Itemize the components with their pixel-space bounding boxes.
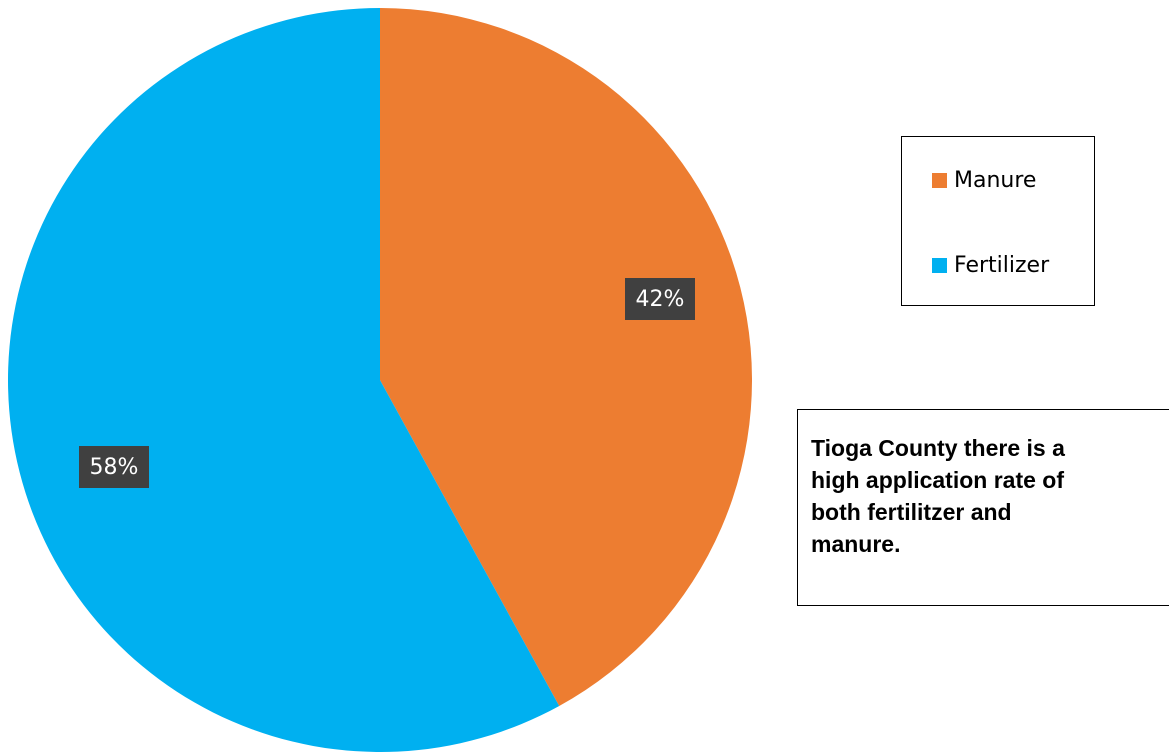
legend-swatch-manure (932, 172, 947, 188)
data-label-fertilizer: 58% (79, 446, 149, 488)
legend-item-manure: Manure (932, 165, 1036, 195)
legend-item-fertilizer: Fertilizer (932, 250, 1049, 280)
annotation-text: Tioga County there is a high application… (811, 435, 1065, 557)
data-label-background (625, 278, 695, 320)
legend-label-manure: Manure (954, 167, 1037, 193)
data-label-background (79, 446, 149, 488)
annotation-box: Tioga County there is a high application… (797, 409, 1169, 606)
data-label-manure: 42% (625, 278, 695, 320)
pie-data-labels: 42% 58% (79, 278, 695, 488)
data-label-text: 42% (636, 287, 685, 312)
legend-label-fertilizer: Fertilizer (954, 252, 1050, 278)
pie-slices (7, 8, 752, 752)
pie-slice-fertilizer (7, 8, 560, 752)
pie-slice-manure (380, 8, 752, 706)
legend-swatch-fertilizer (932, 257, 947, 273)
legend: Manure Fertilizer (901, 136, 1095, 306)
data-label-text: 58% (90, 455, 139, 480)
